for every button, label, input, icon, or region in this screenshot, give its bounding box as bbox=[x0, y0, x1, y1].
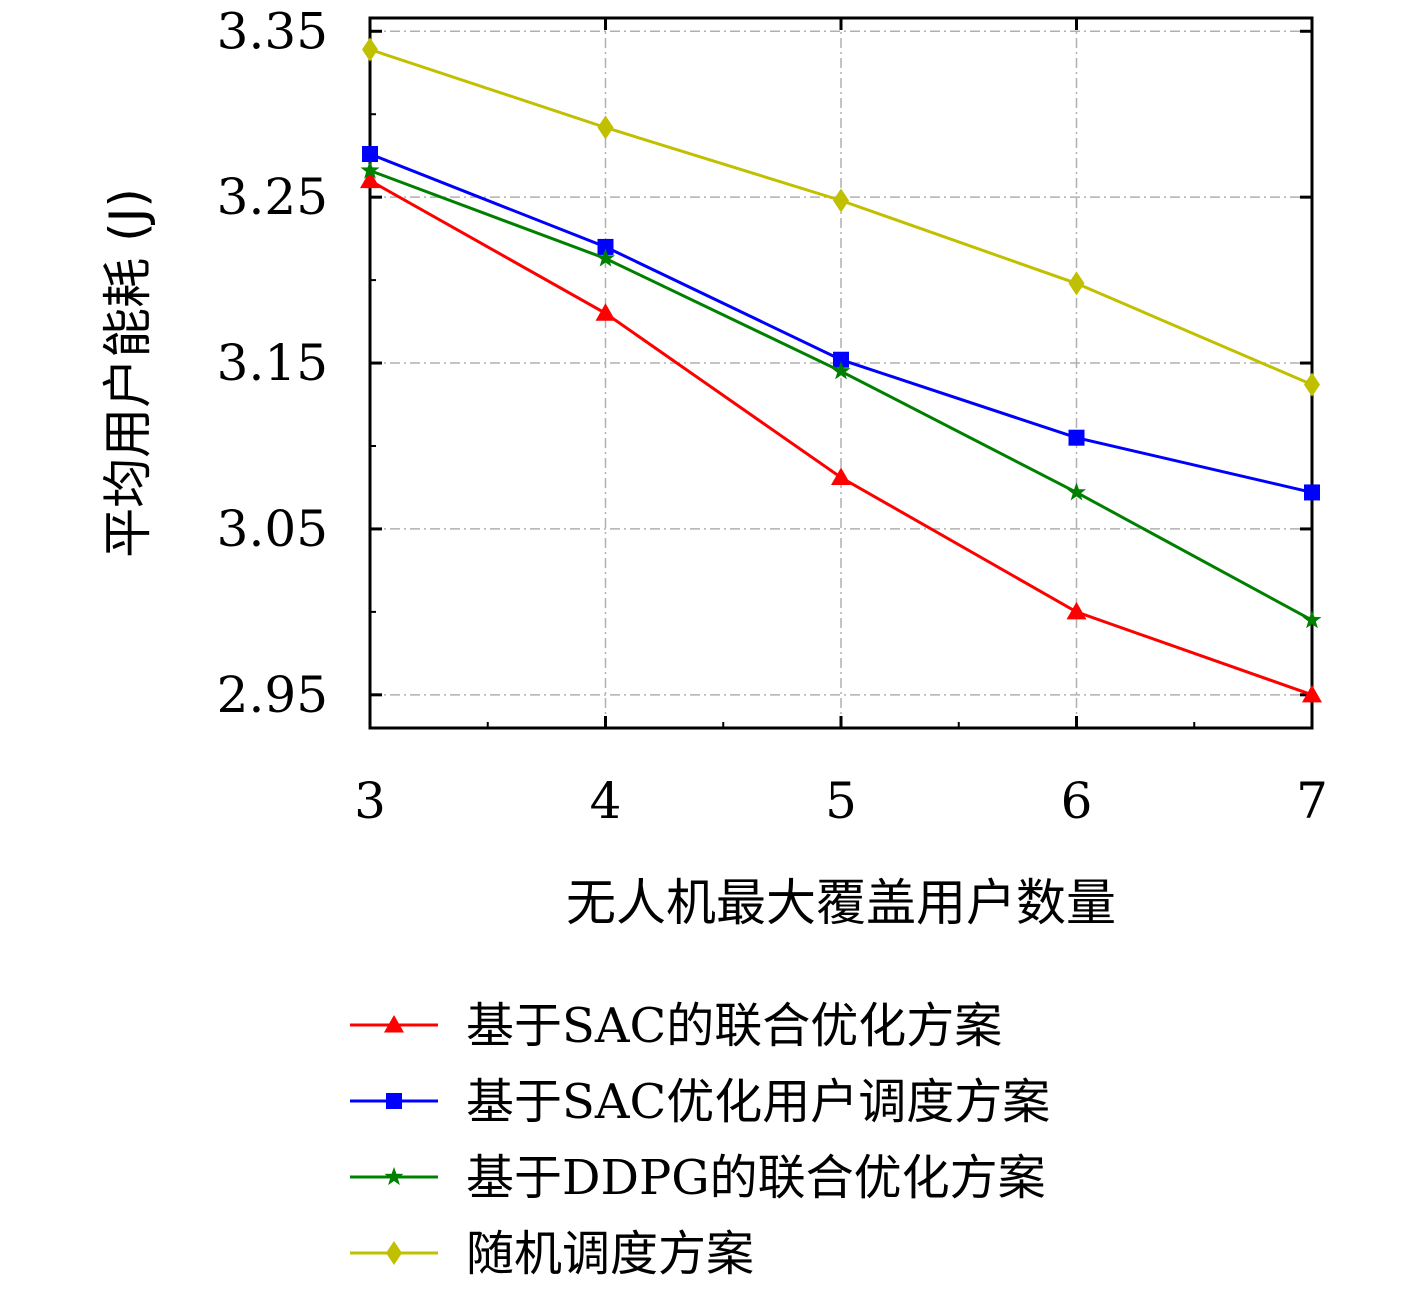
data-point bbox=[360, 160, 380, 179]
legend-label: 基于DDPG的联合优化方案 bbox=[466, 1150, 1046, 1206]
legend-marker bbox=[386, 1093, 402, 1109]
data-point bbox=[831, 361, 851, 380]
series-4 bbox=[362, 37, 1320, 397]
legend-label: 基于SAC的联合优化方案 bbox=[466, 998, 1002, 1054]
legend-marker bbox=[384, 1167, 404, 1186]
data-point bbox=[595, 303, 616, 321]
data-point bbox=[360, 170, 380, 189]
x-tick-label: 5 bbox=[825, 772, 857, 830]
data-point bbox=[597, 115, 614, 140]
data-point bbox=[1067, 482, 1086, 501]
x-axis-title: 无人机最大覆盖用户数量 bbox=[566, 874, 1116, 932]
series-2 bbox=[362, 146, 1320, 501]
data-point bbox=[362, 146, 378, 163]
data-point bbox=[597, 238, 614, 255]
series-1 bbox=[360, 170, 1322, 703]
data-point bbox=[1302, 610, 1322, 629]
data-point bbox=[362, 37, 378, 62]
y-tick-label: 3.05 bbox=[217, 500, 328, 558]
data-point bbox=[1304, 484, 1320, 501]
series-line bbox=[369, 179, 1313, 697]
legend-item-4: 随机调度方案 bbox=[350, 1226, 754, 1282]
legend-label: 随机调度方案 bbox=[466, 1226, 754, 1282]
y-axis-title: 平均用户能耗 (J) bbox=[99, 188, 157, 558]
y-tick-label: 3.15 bbox=[217, 334, 328, 392]
legend-label: 基于SAC优化用户调度方案 bbox=[466, 1074, 1050, 1130]
data-point bbox=[1302, 684, 1322, 703]
legend-item-2: 基于SAC优化用户调度方案 bbox=[350, 1074, 1050, 1130]
legend: 基于SAC的联合优化方案基于SAC优化用户调度方案基于DDPG的联合优化方案随机… bbox=[350, 998, 1050, 1282]
axis-ticks: 2.95 3.05 3.15 3.25 3.35 3 4 5 6 7 bbox=[217, 2, 1328, 830]
x-tick-label: 6 bbox=[1061, 772, 1093, 830]
data-point bbox=[831, 467, 851, 486]
data-point bbox=[833, 188, 849, 213]
data-point bbox=[1068, 271, 1085, 296]
x-tick-label: 4 bbox=[590, 772, 622, 830]
data-point bbox=[596, 248, 615, 267]
y-tick-label: 2.95 bbox=[217, 666, 328, 724]
data-point bbox=[1304, 372, 1320, 397]
legend-item-1: 基于SAC的联合优化方案 bbox=[350, 998, 1002, 1054]
series-group bbox=[360, 37, 1322, 703]
y-tick-label: 3.35 bbox=[217, 2, 328, 60]
legend-marker bbox=[384, 1015, 404, 1033]
series-3 bbox=[360, 160, 1322, 629]
data-point bbox=[1068, 429, 1085, 446]
data-point bbox=[833, 351, 849, 368]
data-point bbox=[1066, 601, 1087, 620]
y-tick-label: 3.25 bbox=[217, 168, 328, 226]
x-tick-label: 3 bbox=[354, 772, 386, 830]
x-tick-label: 7 bbox=[1296, 772, 1328, 830]
legend-marker bbox=[386, 1241, 402, 1265]
legend-item-3: 基于DDPG的联合优化方案 bbox=[350, 1150, 1046, 1206]
